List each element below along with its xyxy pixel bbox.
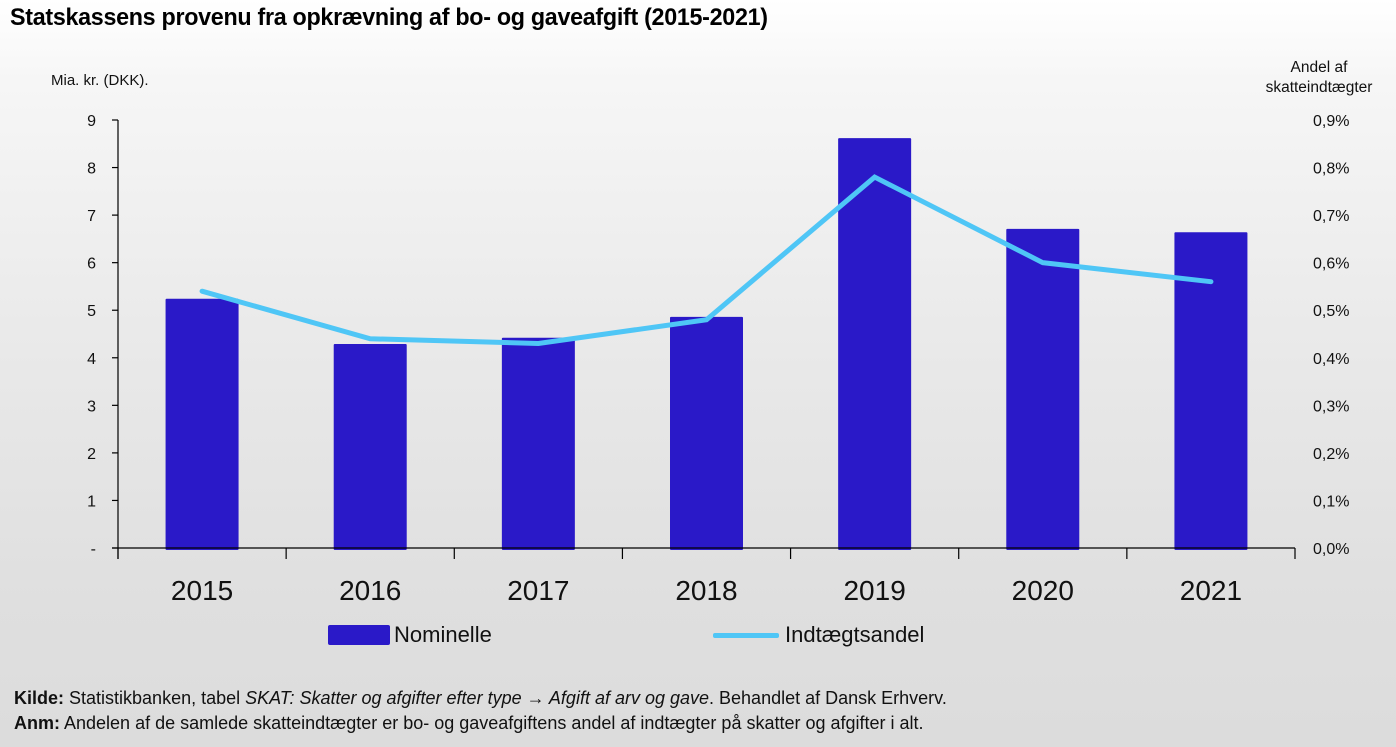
- right-tick-label: 0,3%: [1313, 398, 1349, 415]
- right-tick-label: 0,7%: [1313, 208, 1349, 225]
- x-tick-label: 2021: [1180, 575, 1242, 606]
- left-tick-label: 9: [87, 113, 96, 130]
- line-series-indtaegtsandel: [199, 174, 1214, 347]
- remark-note: Anm: Andelen af de samlede skatteindtægt…: [14, 713, 924, 733]
- bar-2016: [333, 343, 407, 550]
- x-tick-label: 2015: [171, 575, 233, 606]
- bar-2021: [1174, 232, 1248, 550]
- source-note: Kilde: Statistikbanken, tabel SKAT: Skat…: [14, 688, 947, 708]
- bar-2015: [165, 298, 239, 550]
- right-tick-label: 0,6%: [1313, 256, 1349, 273]
- left-tick-label: 4: [87, 351, 96, 368]
- right-tick-label: 0,1%: [1313, 493, 1349, 510]
- left-axis-ticks: - 1 2 3 4 5 6 7 8 9: [87, 113, 118, 558]
- right-axis-title: Andel af skatteindtægter: [1265, 59, 1373, 96]
- legend-item-indtaegtsandel: Indtægtsandel: [713, 622, 924, 648]
- x-tick-label: 2018: [675, 575, 737, 606]
- left-tick-label: 8: [87, 161, 96, 178]
- right-tick-label: 0,4%: [1313, 351, 1349, 368]
- legend-item-nominelle: Nominelle: [328, 622, 492, 648]
- bar-series-nominelle: [165, 138, 1248, 550]
- bar-2020: [1006, 228, 1080, 550]
- right-axis-ticks: 0,0% 0,1% 0,2% 0,3% 0,4% 0,5% 0,6% 0,7% 0,8% 0,9%: [1313, 113, 1349, 558]
- left-tick-label: 5: [87, 303, 96, 320]
- left-tick-label: 2: [87, 446, 96, 463]
- right-tick-label: 0,9%: [1313, 113, 1349, 130]
- chart-title: Statskassens provenu fra opkrævning af b…: [10, 4, 768, 31]
- left-axis-title: Mia. kr. (DKK).: [51, 72, 149, 89]
- x-tick-label: 2016: [339, 575, 401, 606]
- bar-2017: [501, 337, 575, 550]
- axes: [112, 120, 1296, 559]
- legend: Nominelle Indtægtsandel: [0, 622, 1396, 652]
- right-tick-label: 0,5%: [1313, 303, 1349, 320]
- left-tick-label: 6: [87, 256, 96, 273]
- left-tick-label: -: [91, 541, 96, 558]
- right-tick-label: 0,2%: [1313, 446, 1349, 463]
- bar-2018: [670, 316, 743, 550]
- left-tick-label: 1: [87, 493, 96, 510]
- legend-label: Indtægtsandel: [785, 622, 925, 647]
- legend-swatch-line: [713, 632, 779, 638]
- x-tick-label: 2019: [843, 575, 905, 606]
- legend-label: Nominelle: [394, 622, 492, 647]
- x-tick-label: 2020: [1012, 575, 1074, 606]
- footnotes: Kilde: Statistikbanken, tabel SKAT: Skat…: [14, 686, 947, 736]
- left-tick-label: 3: [87, 398, 96, 415]
- arrow-icon: →: [526, 688, 545, 708]
- right-tick-label: 0,0%: [1313, 541, 1349, 558]
- bar-2019: [838, 138, 912, 550]
- x-axis-ticks: 2015 2016 2017 2018 2019 2020 2021: [171, 575, 1242, 606]
- left-tick-label: 7: [87, 208, 96, 225]
- legend-swatch-bar: [328, 625, 390, 645]
- x-tick-label: 2017: [507, 575, 569, 606]
- right-tick-label: 0,8%: [1313, 161, 1349, 178]
